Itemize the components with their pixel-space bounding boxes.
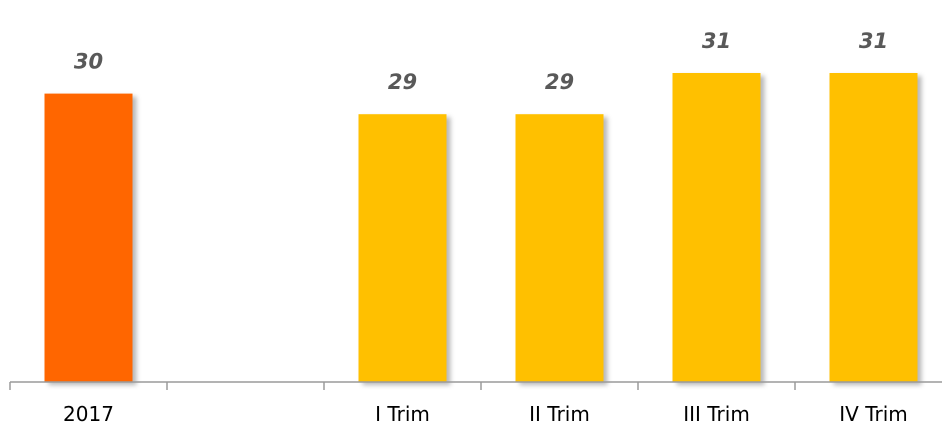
bar-2017	[44, 93, 133, 382]
data-label: 29	[388, 70, 417, 94]
data-label: 30	[74, 50, 103, 74]
data-label: 31	[702, 29, 731, 53]
bar-iv-trim	[829, 73, 918, 382]
x-tick-label: II Trim	[529, 402, 590, 426]
x-tick-label: 2017	[63, 402, 114, 426]
bars-layer	[44, 73, 918, 382]
x-tick-label: I Trim	[375, 402, 430, 426]
bar-ii-trim	[515, 114, 604, 382]
data-label: 29	[545, 70, 574, 94]
bar-i-trim	[358, 114, 447, 382]
x-tick-label: IV Trim	[839, 402, 907, 426]
x-axis: 2017 I Trim II Trim III Trim IV Trim	[9, 381, 942, 426]
bar-iii-trim	[672, 73, 761, 382]
x-tick-label: III Trim	[683, 402, 750, 426]
data-label: 31	[859, 29, 888, 53]
value-labels-layer: 30 29 29 31 31	[74, 29, 888, 94]
